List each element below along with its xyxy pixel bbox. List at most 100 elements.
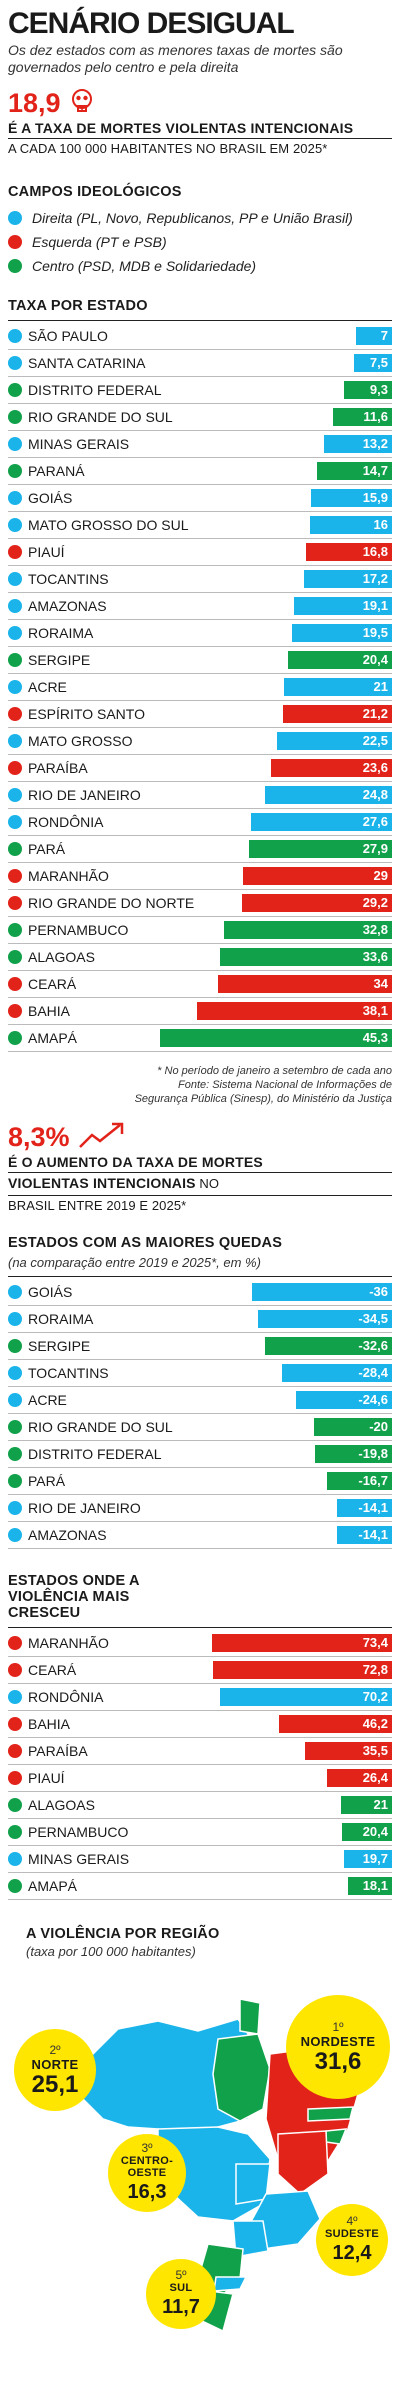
chart-row: RIO DE JANEIRO -14,1 [8,1495,392,1522]
chart-row: MARANHÃO 73,4 [8,1630,392,1657]
chart-row-label: BAHIA [28,1716,71,1732]
bar-chart-biggest-drops: GOIÁS -36 RORAIMA -34,5 SERGIPE -32,6 TOCANTIN… [8,1279,392,1549]
chart-bar-value: -36 [369,1284,388,1299]
chart-row-label: GOIÁS [28,490,73,506]
chart-row: SANTA CATARINA 7,5 [8,350,392,377]
chart-bar-value: 35,5 [362,1743,388,1758]
chart-bar-value: 21 [373,1797,388,1812]
chart-row-label: RIO GRANDE DO NORTE [28,895,195,911]
chart-row: PIAUÍ 26,4 [8,1765,392,1792]
chart-row-dot [8,1393,22,1407]
chart-bar-value: 32,8 [362,922,388,937]
chart-bar [252,1283,392,1301]
map-state-santa-catarina [213,2276,248,2292]
chart-row: CEARÁ 34 [8,971,392,998]
chart-bar [284,678,392,696]
chart-row: SERGIPE 20,4 [8,647,392,674]
chart-row: RIO GRANDE DO SUL 11,6 [8,404,392,431]
chart-row-label: CEARÁ [28,976,77,992]
region-bubble-centro-oeste: 3º CENTRO-OESTE 16,3 [108,2134,186,2212]
chart-row: AMAZONAS -14,1 [8,1522,392,1549]
chart-bar-value: 17,2 [362,571,388,586]
chart-bar-value: 27,9 [362,841,388,856]
chart-row-dot [8,545,22,559]
chart-bar-value: -28,4 [358,1365,388,1380]
chart-bar-value: 9,3 [369,382,388,397]
region-bubble-sul: 5º SUL 11,7 [146,2259,216,2329]
footnote: * No período de janeiro a setembro de ca… [134,1065,392,1105]
chart-row-label: MARANHÃO [28,1635,109,1651]
map-state-pernambuco [307,2106,354,2122]
chart-bar [219,1688,392,1706]
chart-row-label: CEARÁ [28,1662,77,1678]
chart-bar [294,597,392,615]
chart-bar-value: 18,1 [362,1878,388,1893]
chart-row: MINAS GERAIS 19,7 [8,1846,392,1873]
chart-row: AMAZONAS 19,1 [8,593,392,620]
chart-bar [217,975,392,993]
chart-row-label: AMAZONAS [28,1527,107,1543]
chart-bar-value: 15,9 [362,490,388,505]
chart-bar-value: 14,7 [362,463,388,478]
chart-bar [249,840,392,858]
chart-row: ALAGOAS 33,6 [8,944,392,971]
chart-row: SERGIPE -32,6 [8,1333,392,1360]
chart-row-dot [8,815,22,829]
chart-bar [271,759,392,777]
brazil-region-map: 2º NORTE 25,1 1º NORDESTE 31,6 3º CENTRO… [8,1959,392,2339]
chart-row-label: MINAS GERAIS [28,436,130,452]
chart-row-label: RORAIMA [28,1311,94,1327]
chart-bar-value: 16,8 [362,544,388,559]
chart-row-label: RIO DE JANEIRO [28,1500,141,1516]
chart-bar [287,651,392,669]
chart-row: RIO GRANDE DO NORTE 29,2 [8,890,392,917]
chart-row-dot [8,518,22,532]
chart-row-label: SERGIPE [28,1338,91,1354]
chart-row-dot [8,1474,22,1488]
chart-bar [242,894,392,912]
chart-bar-value: 7,5 [369,355,388,370]
chart-bar-value: 24,8 [362,787,388,802]
rate-description-2: A CADA 100 000 HABITANTES NO BRASIL EM 2… [8,141,328,156]
chart-row-dot [8,1663,22,1677]
chart-bar [347,1877,392,1895]
region-bubble-sudeste: 4º SUDESTE 12,4 [316,2204,388,2276]
chart-row: GOIÁS -36 [8,1279,392,1306]
chart-row-dot [8,950,22,964]
chart-bar [353,354,392,372]
chart-bar [341,1823,392,1841]
chart-bar [213,1661,392,1679]
chart-bar [243,867,392,885]
chart1-title: TAXA POR ESTADO [8,298,148,314]
chart-bar-value: -24,6 [358,1392,388,1407]
chart-row: PIAUÍ 16,8 [8,539,392,566]
chart-row: RIO GRANDE DO SUL -20 [8,1414,392,1441]
chart-bar [212,1634,392,1652]
chart-row-label: AMAPÁ [28,1030,78,1046]
chart-bar-value: -32,6 [358,1338,388,1353]
region-bubble-nordeste: 1º NORDESTE 31,6 [286,1995,390,2099]
chart-bar-value: 19,7 [362,1851,388,1866]
chart-row-dot [8,896,22,910]
chart-bar [332,408,392,426]
chart-bar [257,1310,392,1328]
chart-row-label: PERNAMBUCO [28,922,129,938]
map-state-para [212,2033,271,2122]
chart-row-label: MATO GROSSO DO SUL [28,517,189,533]
chart-bar-value: -14,1 [358,1500,388,1515]
rate-value: 18,9 [8,87,61,118]
chart-row: ACRE 21 [8,674,392,701]
chart-bar-value: -19,8 [358,1446,388,1461]
chart-row-dot [8,356,22,370]
chart-bar-value: 38,1 [362,1003,388,1018]
chart-bar-value: 29,2 [362,895,388,910]
region-bubble-norte: 2º NORTE 25,1 [14,2029,96,2111]
chart-row-label: DISTRITO FEDERAL [28,382,162,398]
page-title: CENÁRIO DESIGUAL [8,7,295,40]
chart-row-label: PIAUÍ [28,544,65,560]
chart-bar-value: 13,2 [362,436,388,451]
chart-bar [356,327,392,345]
chart-row-dot [8,707,22,721]
rate-description: É A TAXA DE MORTES VIOLENTAS INTENCIONAI… [8,120,354,136]
chart-bar-value: 11,6 [363,409,388,424]
